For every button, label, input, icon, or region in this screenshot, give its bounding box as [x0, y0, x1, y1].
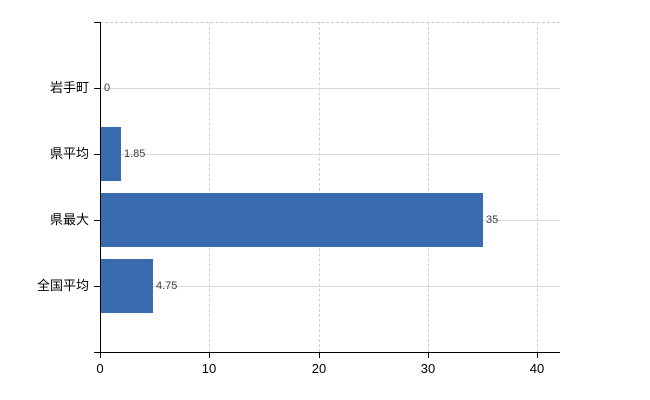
- x-axis-line: [94, 352, 560, 353]
- x-axis-tick: [537, 352, 538, 358]
- category-label-県最大: 県最大: [49, 212, 89, 227]
- y-axis-tick: [94, 154, 100, 155]
- gridline-vertical: [319, 22, 320, 352]
- x-axis-tick: [319, 352, 320, 358]
- bar-全国平均: [101, 259, 153, 313]
- y-axis-tick: [94, 220, 100, 221]
- bar-value-label: 1.85: [124, 148, 146, 160]
- x-tick-label-20: 20: [311, 361, 327, 376]
- bar-value-label: 0: [104, 82, 111, 94]
- gridline-horizontal: [100, 286, 560, 287]
- gridline-vertical: [428, 22, 429, 352]
- plot-top-border: [100, 22, 560, 23]
- y-axis-tick: [94, 286, 100, 287]
- category-label-岩手町: 岩手町: [49, 80, 89, 95]
- bar-value-label: 4.75: [156, 280, 178, 292]
- x-axis-tick: [100, 352, 101, 358]
- x-axis-tick: [428, 352, 429, 358]
- bar-県最大: [101, 193, 483, 247]
- category-label-県平均: 県平均: [49, 146, 89, 161]
- gridline-vertical: [209, 22, 210, 352]
- y-axis-line: [100, 22, 101, 352]
- bar-県平均: [101, 127, 121, 181]
- y-axis-tick: [94, 88, 100, 89]
- category-label-全国平均: 全国平均: [36, 278, 89, 293]
- gridline-horizontal: [100, 88, 560, 89]
- x-tick-label-0: 0: [96, 361, 104, 376]
- gridline-horizontal: [100, 154, 560, 155]
- x-axis-tick: [209, 352, 210, 358]
- y-axis-tick: [94, 22, 100, 23]
- x-tick-label-10: 10: [201, 361, 217, 376]
- x-tick-label-30: 30: [420, 361, 436, 376]
- gridline-vertical: [537, 22, 538, 352]
- bar-value-label: 35: [486, 214, 499, 226]
- x-tick-label-40: 40: [529, 361, 545, 376]
